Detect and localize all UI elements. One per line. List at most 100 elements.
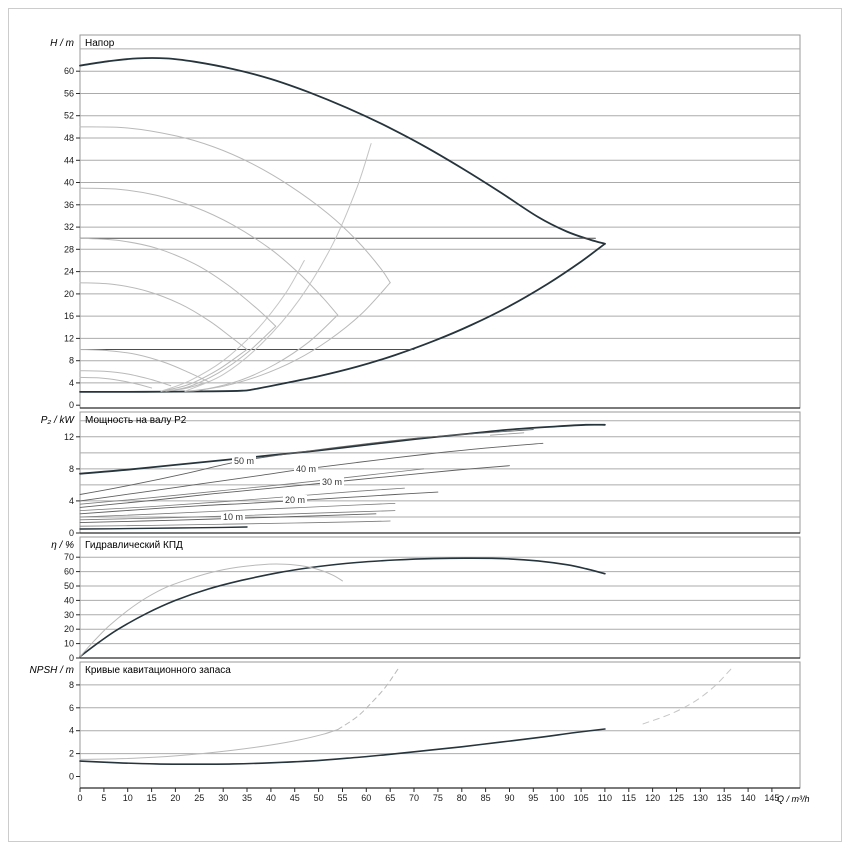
curve-envelope-upper [79,57,606,245]
curve-trim-7 [79,376,153,389]
y-tick-label: 44 [64,155,74,165]
y-tick-label: 12 [64,432,74,442]
x-tick-label: 120 [645,793,660,803]
x-tick-label: 85 [481,793,491,803]
x-axis: 0 5 10 15 20 25 30 35 40 45 50 55 60 65 70 75 80 85 90 95 10… [77,788,779,803]
x-tick-label: 70 [409,793,419,803]
curve-npsh-small-pump [79,729,339,760]
x-tick-label: 115 [622,793,636,803]
y-tick-label: 30 [64,610,74,620]
power-axis-unit-label: P₂ / kW [40,415,74,426]
x-tick-label: 90 [504,793,514,803]
head-axis-unit-label: H / m [50,38,74,49]
curve-p2-segment [490,432,525,436]
npsh-panel-title: Кривые кавитационного запаса [85,665,231,676]
x-tick-label: 80 [457,793,467,803]
x-tick-label: 5 [101,793,106,803]
x-tick-label: 135 [717,793,732,803]
y-tick-label: 20 [64,624,74,634]
x-tick-label: 145 [764,793,779,803]
x-tick-label: 0 [77,793,82,803]
x-tick-label: 15 [147,793,157,803]
curve-trim-2-upper [79,187,339,316]
curve-flow-limit-2 [160,260,305,392]
x-tick-label: 100 [550,793,565,803]
y-tick-label: 0 [69,772,74,782]
x-tick-label: 130 [693,793,708,803]
panel-border [79,411,801,534]
power-curve-label-40m: 40 m [294,464,319,475]
x-tick-label: 25 [194,793,204,803]
y-tick-label: 52 [64,111,74,121]
panel-border [79,536,801,659]
curve-trim-1-lower [184,282,391,392]
y-tick-label: 6 [69,703,74,713]
y-tick-label: 40 [64,178,74,188]
y-tick-label: 2 [69,749,74,759]
y-tick-label: 28 [64,244,74,254]
y-tick-label: 4 [69,378,74,388]
y-tick-label: 8 [69,464,74,474]
curve-trim-4-lower [160,349,248,392]
y-tick-label: 16 [64,311,74,321]
curve-p2-aux-3 [79,503,396,518]
curve-trim-6 [79,370,172,387]
curve-trim-3-lower [165,325,277,392]
y-tick-label: 8 [69,680,74,690]
curve-p2-30m [79,465,510,508]
panel-border [79,34,801,409]
curve-eta-small-pump [79,563,343,658]
y-tick-label: 0 [69,400,74,410]
y-tick-label: 48 [64,133,74,143]
x-tick-label: 140 [741,793,756,803]
npsh-axis-unit-label: NPSH / m [29,665,74,676]
panel-power: 0 4 8 12 [64,411,801,538]
curve-eta-main [79,557,606,658]
x-tick-label: 95 [528,793,538,803]
x-tick-label: 125 [669,793,684,803]
y-tick-label: 10 [64,639,74,649]
curve-trim-3-upper [79,237,277,327]
curve-trim-4-upper [79,282,248,350]
y-tick-label: 0 [69,528,74,538]
power-panel-title: Мощность на валу P2 [85,415,187,426]
x-tick-label: 65 [385,793,395,803]
curve-p2-50m [79,429,534,495]
y-tick-label: 0 [69,653,74,663]
efficiency-panel-title: Гидравлический КПД [85,540,183,551]
curve-p2-aux-2 [79,487,405,511]
page-frame [8,8,842,842]
x-tick-label: 10 [123,793,133,803]
x-tick-label: 45 [290,793,300,803]
curve-envelope-lower [79,242,606,393]
x-tick-label: 50 [314,793,324,803]
x-tick-label: 60 [361,793,371,803]
efficiency-axis-unit-label: η / % [51,540,74,551]
y-tick-label: 60 [64,567,74,577]
y-tick-label: 32 [64,222,74,232]
power-curve-label-20m: 20 m [283,495,308,506]
y-tick-label: 4 [69,726,74,736]
panel-npsh: 0 2 4 6 8 [69,661,801,789]
y-tick-label: 56 [64,89,74,99]
power-curve-label-50m: 50 m [232,456,257,467]
y-tick-label: 20 [64,289,74,299]
x-tick-label: 105 [574,793,589,803]
curve-p2-aux-5 [79,520,391,527]
x-tick-label: 30 [218,793,228,803]
curve-trim-2-lower [184,314,339,392]
curve-flow-limit-1 [184,143,372,392]
y-tick-label: 4 [69,496,74,506]
y-tick-label: 40 [64,595,74,605]
curve-npsh-small-pump-ext [337,666,401,731]
curve-p2-max [79,423,606,475]
y-tick-label: 12 [64,333,74,343]
curve-trim-5-upper [79,349,210,383]
x-tick-label: 35 [242,793,252,803]
curve-trim-5-lower [160,381,210,392]
y-tick-label: 70 [64,552,74,562]
panel-border [79,661,801,789]
